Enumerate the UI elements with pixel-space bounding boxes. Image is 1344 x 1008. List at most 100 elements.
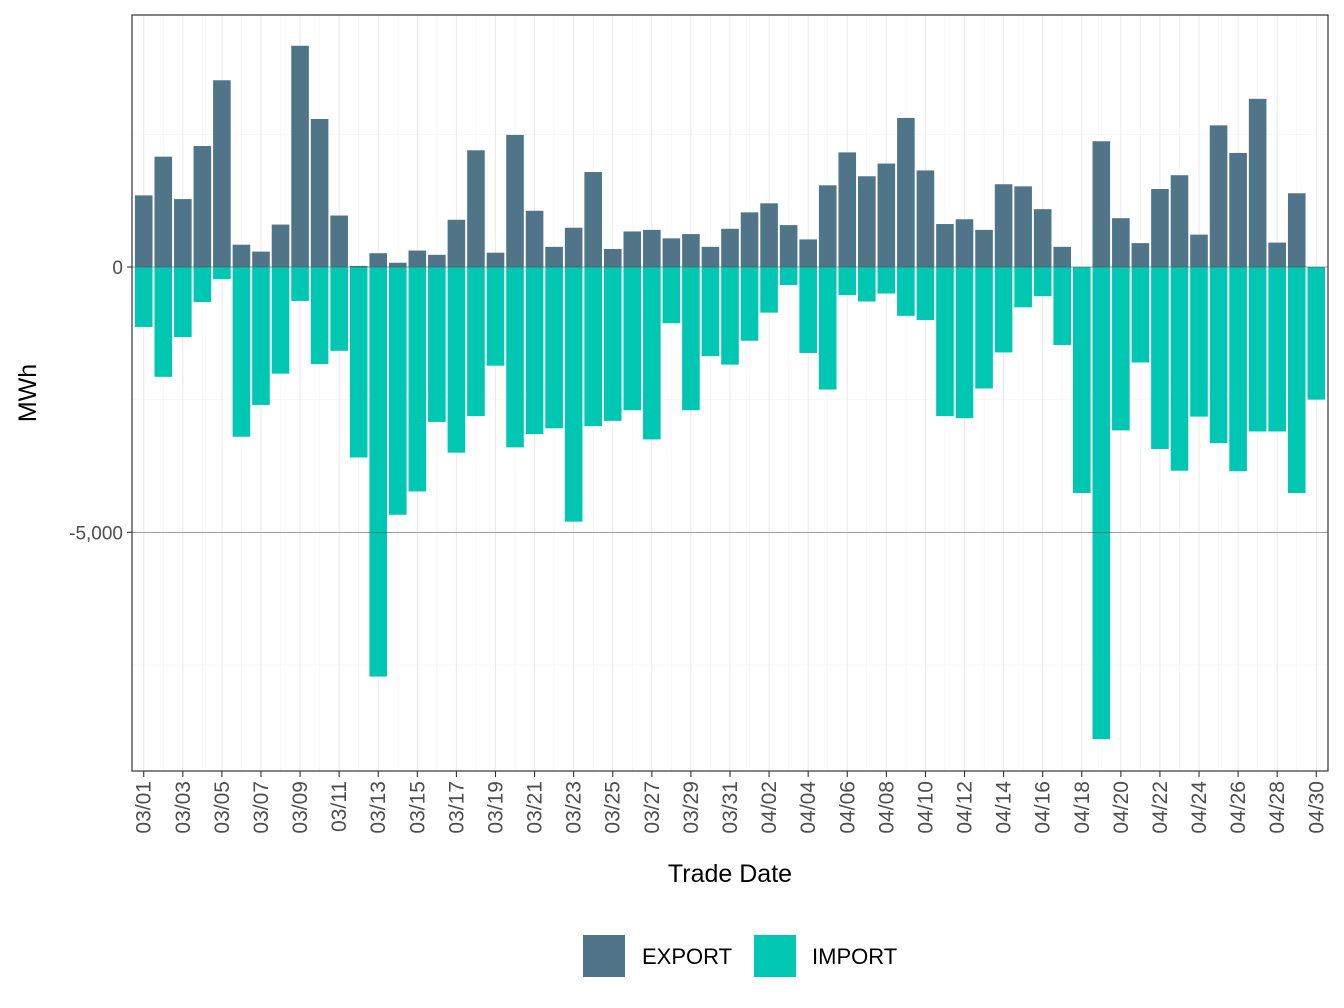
plot-panel — [131, 14, 1329, 772]
bar-export — [134, 195, 153, 267]
bar-import — [1287, 267, 1306, 494]
bar-export — [721, 228, 739, 267]
bar-export — [1014, 186, 1032, 267]
bar-import — [584, 267, 602, 427]
bar-import — [623, 267, 642, 411]
bar-import — [428, 267, 446, 422]
bar-import — [1248, 267, 1267, 432]
bar-import — [701, 267, 720, 357]
x-tick-label: 03/01 — [133, 781, 156, 834]
y-axis: 0 -5,000 — [69, 258, 132, 544]
bar-export — [154, 156, 173, 267]
bar-export — [349, 265, 368, 267]
x-tick-label: 04/28 — [1266, 781, 1289, 834]
bar-import — [1170, 267, 1189, 471]
x-tick-label: 03/29 — [680, 781, 703, 834]
bar-export — [760, 203, 778, 267]
bar-import — [858, 267, 876, 302]
x-tick-label: 03/15 — [406, 781, 429, 834]
bar-import — [369, 267, 388, 677]
bar-import — [271, 267, 290, 374]
bar-import — [486, 267, 505, 366]
y-tick-label: 0 — [112, 258, 123, 279]
bar-export — [643, 229, 661, 267]
bar-import — [721, 267, 739, 365]
x-tick-label: 03/11 — [328, 781, 351, 832]
x-tick-label: 03/09 — [289, 781, 312, 834]
x-tick-label: 04/30 — [1305, 781, 1328, 834]
x-tick-label: 04/08 — [875, 781, 898, 834]
bar-export — [1112, 218, 1130, 267]
bar-export — [1229, 152, 1247, 267]
bar-import — [1151, 267, 1169, 449]
bar-export — [1033, 209, 1052, 267]
bar-export — [1209, 125, 1228, 267]
bar-import — [1268, 267, 1286, 432]
bar-import — [643, 267, 661, 440]
bar-import — [682, 267, 700, 411]
bar-export — [858, 176, 876, 267]
bar-export — [525, 210, 544, 267]
bar-export — [174, 199, 192, 267]
bar-export — [916, 170, 935, 267]
bar-export — [408, 250, 427, 267]
bar-import — [897, 267, 915, 316]
x-tick-label: 03/19 — [484, 781, 507, 834]
export-bars — [134, 45, 1306, 268]
legend-swatch-export — [583, 935, 625, 977]
bar-export — [936, 224, 954, 267]
x-tick-label: 03/03 — [172, 781, 195, 834]
bar-export — [994, 184, 1013, 267]
bar-import — [506, 267, 524, 448]
bar-import — [213, 267, 231, 280]
bar-export — [662, 238, 681, 267]
bar-import — [252, 267, 270, 405]
bar-import — [799, 267, 817, 353]
bar-export — [1170, 175, 1189, 267]
x-tick-label: 04/16 — [1032, 781, 1055, 834]
bar-export — [838, 152, 857, 267]
bar-import — [1307, 267, 1326, 400]
x-tick-label: 04/22 — [1149, 781, 1172, 834]
bar-import — [994, 267, 1013, 353]
bar-import — [916, 267, 935, 321]
legend-label-export: EXPORT — [642, 944, 732, 969]
bar-export — [1131, 243, 1150, 267]
bar-export — [975, 229, 993, 267]
bar-import — [154, 267, 173, 377]
bar-export — [467, 150, 485, 267]
x-tick-label: 04/02 — [758, 781, 781, 834]
bar-export — [447, 219, 466, 267]
x-tick-label: 03/25 — [602, 781, 625, 834]
bar-import — [447, 267, 466, 453]
bar-import — [1209, 267, 1228, 444]
x-tick-label: 03/07 — [250, 781, 273, 834]
bar-import — [349, 267, 368, 458]
bar-export — [603, 248, 622, 267]
bar-export — [310, 118, 329, 267]
bar-import — [936, 267, 954, 417]
bar-import — [1033, 267, 1052, 297]
bar-export — [1248, 98, 1267, 268]
bar-import — [603, 267, 622, 421]
x-tick-label: 03/05 — [211, 781, 234, 834]
bar-import — [1112, 267, 1130, 431]
bar-import — [232, 267, 251, 437]
x-tick-label: 04/18 — [1071, 781, 1094, 834]
x-axis: 03/01 03/03 03/05 03/07 03/09 03/11 03/13 03/15… — [133, 771, 1328, 834]
x-tick-label: 04/20 — [1110, 781, 1133, 834]
x-tick-label: 03/31 — [719, 781, 742, 834]
bar-export — [623, 231, 642, 267]
bar-export — [1190, 234, 1208, 267]
bar-export — [1268, 242, 1286, 267]
bar-import — [760, 267, 778, 313]
bar-export — [818, 185, 837, 267]
bar-export — [740, 212, 759, 267]
bar-import — [545, 267, 563, 429]
bar-export — [271, 224, 290, 267]
x-tick-label: 04/24 — [1188, 781, 1211, 834]
bar-import — [291, 267, 309, 301]
bar-import — [525, 267, 544, 435]
bar-import — [1092, 267, 1111, 740]
